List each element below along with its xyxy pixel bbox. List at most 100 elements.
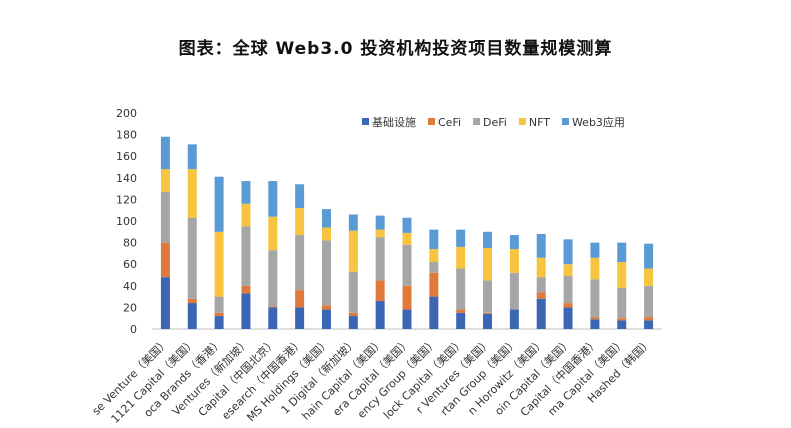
bar-segment — [617, 318, 627, 321]
bar-segment — [402, 285, 412, 310]
bar-segment — [241, 181, 251, 204]
bar-segment — [402, 232, 412, 245]
legend-swatch — [473, 118, 481, 125]
bar-segment — [509, 272, 519, 310]
bar-segment — [268, 250, 278, 307]
bar-segment — [590, 319, 600, 329]
bar-segment — [644, 317, 654, 321]
bar-segment — [321, 227, 331, 241]
bar-segment — [590, 242, 600, 258]
legend-label: 基础设施 — [372, 116, 416, 129]
bar-segment — [214, 296, 224, 313]
bar-segment — [483, 312, 493, 314]
bar-segment — [295, 290, 305, 308]
y-tick-label: 120 — [116, 193, 137, 206]
bar-segment — [348, 316, 358, 329]
bar-segment — [456, 312, 466, 329]
bar-segment — [536, 298, 546, 329]
bar-segment — [160, 136, 170, 170]
bar-segment — [456, 268, 466, 310]
bar-segment — [214, 312, 224, 317]
legend-swatch — [362, 118, 369, 125]
bar-segment — [429, 262, 439, 273]
bar-segment — [348, 312, 358, 317]
bar-segment — [321, 209, 331, 228]
bar-segment — [348, 230, 358, 272]
bar-segment — [563, 307, 573, 329]
bar-segment — [617, 287, 627, 319]
legend-swatch — [561, 118, 569, 125]
bar-segment — [483, 231, 493, 248]
bar-segment — [563, 276, 573, 304]
bar-segment — [483, 280, 493, 313]
bar-segment — [563, 303, 573, 308]
bar-segment — [295, 208, 305, 236]
bar-segment — [509, 309, 519, 329]
bar-segment — [160, 169, 170, 192]
bar-segment — [321, 240, 331, 306]
y-tick-label: 80 — [123, 237, 137, 250]
bar-segment — [375, 237, 385, 281]
legend-swatch — [428, 118, 435, 125]
legend-label: Web3应用 — [572, 115, 625, 129]
bar-segment — [402, 309, 412, 329]
bar-segment — [590, 317, 600, 320]
bar-segment — [187, 217, 197, 299]
bar-segment — [214, 176, 224, 232]
bar-segment — [187, 303, 197, 329]
y-tick-label: 20 — [123, 301, 137, 314]
y-tick-label: 160 — [116, 150, 137, 163]
legend-label: DeFi — [483, 116, 507, 129]
bar-segment — [160, 242, 170, 278]
bar-segment — [483, 248, 493, 281]
chart-title: 图表：全球 Web3.0 投资机构投资项目数量规模测算 — [178, 39, 613, 59]
bar-segment — [563, 239, 573, 265]
bar-segment — [617, 320, 627, 329]
bar-segment — [375, 280, 385, 301]
bar-segment — [536, 277, 546, 293]
bar-segment — [563, 264, 573, 277]
bar-segment — [241, 293, 251, 329]
bar-segment — [429, 272, 439, 297]
bar-segment — [160, 277, 170, 329]
bar-segment — [590, 257, 600, 280]
bar-segment — [187, 298, 197, 304]
bar-segment — [241, 285, 251, 294]
y-tick-label: 0 — [130, 323, 137, 336]
bar-segment — [536, 233, 546, 258]
bar-segment — [214, 231, 224, 297]
bar-segment — [295, 307, 305, 329]
bar-segment — [321, 309, 331, 329]
legend-swatch — [518, 118, 526, 125]
bar-segment — [375, 215, 385, 230]
bar-segment — [268, 181, 278, 217]
bar-segment — [268, 216, 278, 251]
bar-segment — [644, 285, 654, 318]
bar-segment — [456, 309, 466, 313]
bar-segment — [429, 229, 439, 250]
y-tick-label: 60 — [123, 258, 137, 271]
legend-label: NFT — [529, 116, 550, 129]
bar-segment — [241, 226, 251, 286]
bar-segment — [348, 214, 358, 231]
bar-segment — [429, 296, 439, 329]
bar-segment — [160, 191, 170, 243]
bar-segment — [375, 300, 385, 329]
bar-segment — [375, 229, 385, 238]
bar-segment — [644, 268, 654, 286]
bar-segment — [483, 313, 493, 329]
bar-segment — [268, 307, 278, 329]
bar-segment — [590, 279, 600, 318]
bar-segment — [295, 235, 305, 291]
bar-segment — [509, 235, 519, 250]
bar-segment — [402, 244, 412, 286]
bar-segment — [456, 246, 466, 269]
bar-segment — [187, 144, 197, 170]
bar-segment — [187, 169, 197, 218]
y-tick-label: 180 — [116, 129, 137, 142]
bar-segment — [241, 203, 251, 227]
bar-segment — [644, 243, 654, 269]
y-tick-label: 100 — [116, 215, 137, 228]
bar-segment — [617, 242, 627, 263]
